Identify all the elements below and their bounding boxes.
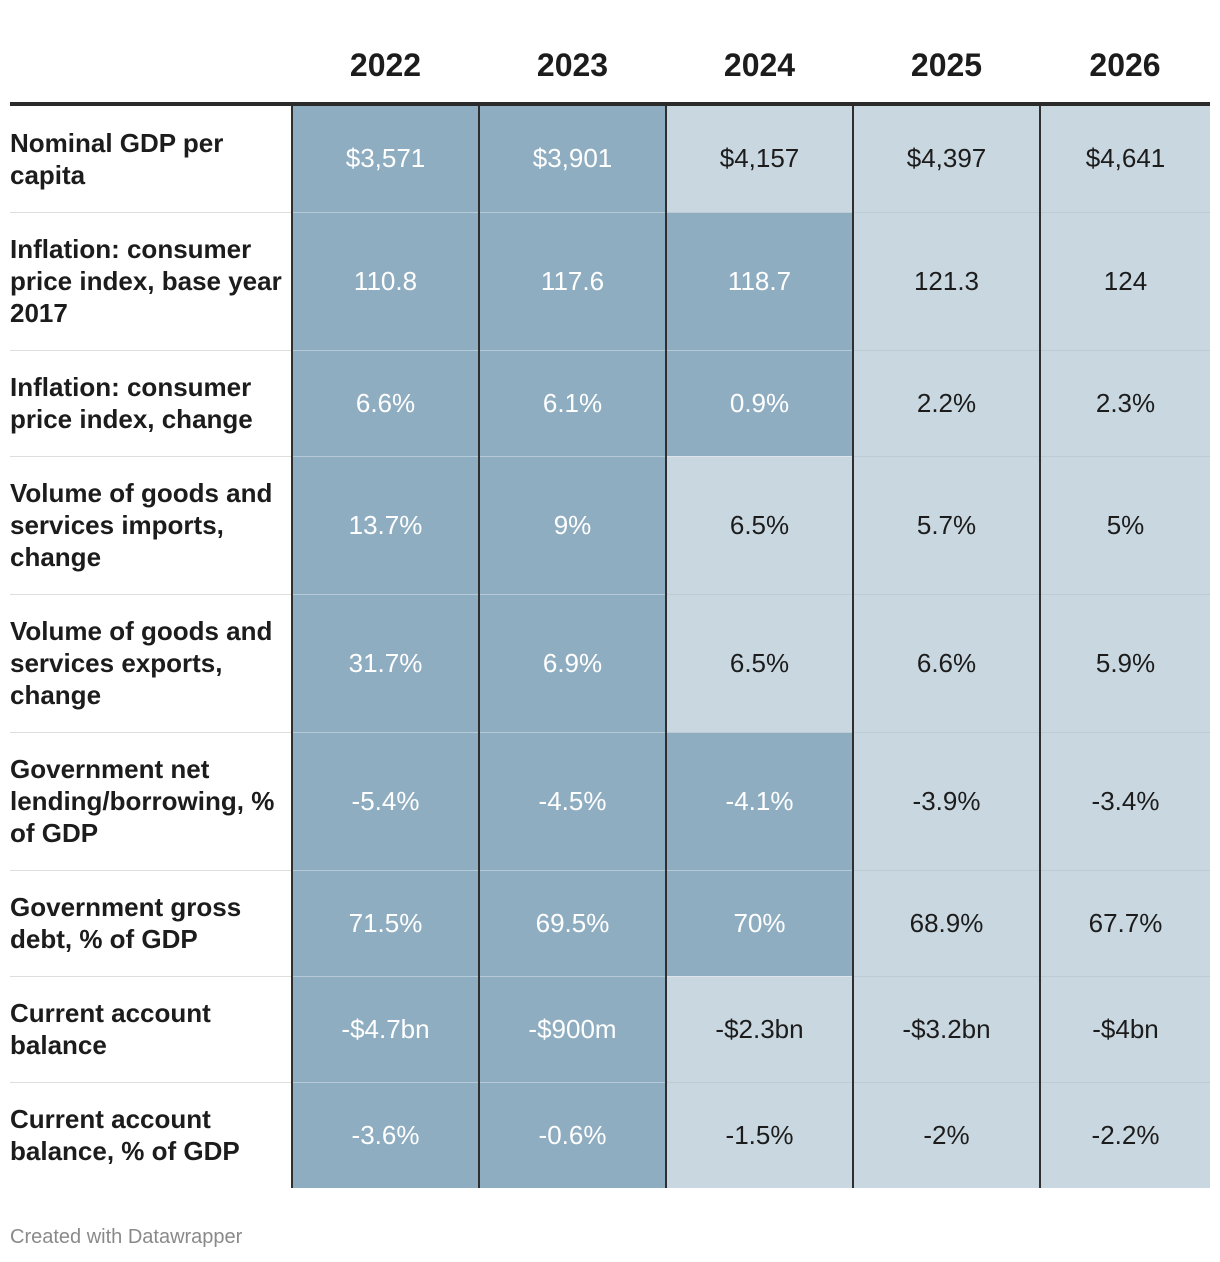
table-cell-2023: 9%	[478, 456, 666, 595]
table-cell-2025: 68.9%	[852, 870, 1040, 977]
column-header-2025: 2025	[853, 28, 1040, 106]
table-row: Current account balance -$4.7bn -$900m -$2.…	[10, 976, 1210, 1083]
table-cell-2022: 31.7%	[291, 594, 479, 733]
table-cell-2022: 13.7%	[291, 456, 479, 595]
table-cell-2026: 5.9%	[1039, 594, 1210, 733]
table-cell-2025: 121.3	[852, 212, 1040, 351]
row-label: Volume of goods and services exports, ch…	[10, 594, 292, 733]
table-cell-2025: -2%	[852, 1082, 1040, 1188]
column-header-2022: 2022	[292, 28, 479, 106]
row-label: Volume of goods and services imports, ch…	[10, 456, 292, 595]
table-body: Nominal GDP per capita $3,571 $3,901 $4,157…	[10, 104, 1210, 1188]
table-row: Volume of goods and services imports, ch…	[10, 456, 1210, 595]
table-row: Inflation: consumer price index, change 6…	[10, 350, 1210, 457]
table-cell-2023: 117.6	[478, 212, 666, 351]
table-cell-2022: 71.5%	[291, 870, 479, 977]
table-row: Government gross debt, % of GDP 71.5% 69.5…	[10, 870, 1210, 977]
table-cell-2022: $3,571	[291, 104, 479, 213]
table-cell-2023: 6.9%	[478, 594, 666, 733]
table-cell-2025: $4,397	[852, 104, 1040, 213]
row-label: Government gross debt, % of GDP	[10, 870, 292, 977]
table-cell-2024: -4.1%	[665, 732, 853, 871]
economic-indicators-table: 2022 2023 2024 2025 2026 Nominal GDP per cap…	[10, 28, 1210, 1188]
table-cell-2022: -3.6%	[291, 1082, 479, 1188]
row-label: Current account balance	[10, 976, 292, 1083]
table-cell-2022: -5.4%	[291, 732, 479, 871]
table-header: 2022 2023 2024 2025 2026	[10, 28, 1210, 106]
row-label: Inflation: consumer price index, base ye…	[10, 212, 292, 351]
column-header-2024: 2024	[666, 28, 853, 106]
table-cell-2025: 2.2%	[852, 350, 1040, 457]
column-header-2023: 2023	[479, 28, 666, 106]
datawrapper-credit: Created with Datawrapper	[10, 1226, 243, 1248]
table-cell-2024: 70%	[665, 870, 853, 977]
table-cell-2023: 6.1%	[478, 350, 666, 457]
table-row: Current account balance, % of GDP -3.6% -0…	[10, 1082, 1210, 1188]
table-cell-2023: $3,901	[478, 104, 666, 213]
table-row: Government net lending/borrowing, % of G…	[10, 732, 1210, 871]
row-label: Government net lending/borrowing, % of G…	[10, 732, 292, 871]
table-cell-2026: -$4bn	[1039, 976, 1210, 1083]
table-cell-2024: $4,157	[665, 104, 853, 213]
data-table-container: 2022 2023 2024 2025 2026 Nominal GDP per cap…	[10, 28, 1210, 1188]
table-cell-2022: -$4.7bn	[291, 976, 479, 1083]
table-cell-2024: 6.5%	[665, 594, 853, 733]
table-cell-2025: 5.7%	[852, 456, 1040, 595]
table-cell-2025: 6.6%	[852, 594, 1040, 733]
row-label: Nominal GDP per capita	[10, 104, 292, 213]
row-label: Current account balance, % of GDP	[10, 1104, 240, 1167]
table-cell-2026: -2.2%	[1039, 1082, 1210, 1188]
column-header-2026: 2026	[1040, 28, 1210, 106]
table-cell-2024: 6.5%	[665, 456, 853, 595]
table-cell-2026: -3.4%	[1039, 732, 1210, 871]
table-cell-2023: 69.5%	[478, 870, 666, 977]
row-label: Inflation: consumer price index, change	[10, 350, 292, 457]
table-row: Nominal GDP per capita $3,571 $3,901 $4,157…	[10, 104, 1210, 213]
table-cell-2026: 5%	[1039, 456, 1210, 595]
table-cell-2025: -3.9%	[852, 732, 1040, 871]
table-cell-2022: 6.6%	[291, 350, 479, 457]
table-cell-2025: -$3.2bn	[852, 976, 1040, 1083]
table-cell-2024: -$2.3bn	[665, 976, 853, 1083]
table-cell-2026: 67.7%	[1039, 870, 1210, 977]
header-corner	[10, 28, 292, 106]
table-cell-2024: -1.5%	[665, 1082, 853, 1188]
table-cell-2023: -$900m	[478, 976, 666, 1083]
table-row: Inflation: consumer price index, base ye…	[10, 212, 1210, 351]
table-cell-2024: 118.7	[665, 212, 853, 351]
table-cell-2026: 2.3%	[1039, 350, 1210, 457]
table-cell-2026: 124	[1039, 212, 1210, 351]
table-cell-2023: -4.5%	[478, 732, 666, 871]
header-row: 2022 2023 2024 2025 2026	[10, 28, 1210, 106]
table-cell-2026: $4,641	[1039, 104, 1210, 213]
table-cell-2022: 110.8	[291, 212, 479, 351]
table-cell-2024: 0.9%	[665, 350, 853, 457]
table-cell-2023: -0.6%	[478, 1082, 666, 1188]
table-row: Volume of goods and services exports, ch…	[10, 594, 1210, 733]
